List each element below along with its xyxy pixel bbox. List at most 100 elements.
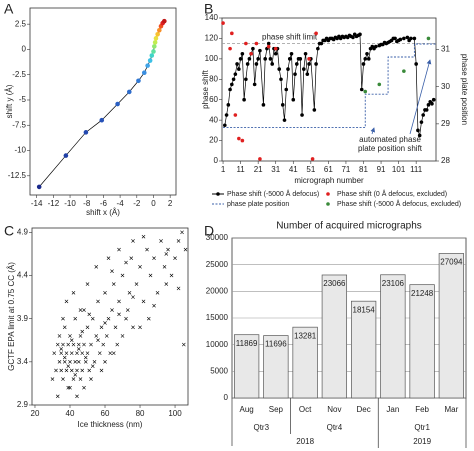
bar <box>263 335 289 399</box>
year-label: 2019 <box>413 437 431 446</box>
data-point <box>115 101 120 107</box>
data-point <box>141 299 146 304</box>
data-point <box>242 97 246 102</box>
data-point <box>99 117 105 123</box>
x-tick-label: 40 <box>66 409 75 418</box>
data-point <box>416 128 420 133</box>
data-point <box>117 247 121 252</box>
y-tick-label: 120 <box>205 34 219 43</box>
data-point <box>254 41 259 46</box>
data-point <box>398 37 403 42</box>
data-point <box>266 41 271 46</box>
y-tick-label: 40 <box>209 115 218 124</box>
data-point <box>245 62 250 66</box>
data-point <box>131 295 135 299</box>
chart-title: Number of acquired micrographs <box>276 221 422 232</box>
data-point <box>64 351 69 356</box>
x-tick-label: 111 <box>410 165 423 174</box>
panel-letter: C <box>4 223 14 239</box>
data-point <box>240 51 245 56</box>
data-point <box>169 273 174 278</box>
x-tick-label: 21 <box>254 165 263 174</box>
data-point <box>405 35 410 40</box>
data-point <box>71 290 76 295</box>
data-point <box>230 82 234 87</box>
y2-tick-label: 29 <box>441 119 450 128</box>
data-point <box>136 78 141 84</box>
data-point <box>110 269 114 273</box>
y-tick-label: 25000 <box>206 260 229 269</box>
y-tick-label: 60 <box>209 95 218 104</box>
data-point <box>228 87 232 92</box>
data-point <box>64 299 69 304</box>
y-tick-label: 10000 <box>206 340 229 349</box>
data-point <box>117 312 121 317</box>
data-point <box>138 325 142 330</box>
data-point <box>244 41 248 46</box>
data-point <box>430 102 434 106</box>
data-point <box>103 321 107 325</box>
data-point <box>173 256 177 261</box>
bar <box>292 326 318 399</box>
data-point <box>426 36 431 41</box>
data-point <box>68 360 72 364</box>
x-tick-label: -6 <box>100 199 108 208</box>
y-tick-label: -12.5 <box>8 171 27 180</box>
data-point <box>97 351 102 356</box>
data-point <box>138 265 142 269</box>
plot-frame <box>31 227 189 406</box>
data-point <box>106 316 111 321</box>
data-point <box>359 87 364 92</box>
group-label: Qtr3 <box>253 423 269 432</box>
x-tick-label: Oct <box>299 405 312 414</box>
data-point <box>233 113 238 117</box>
data-point <box>125 308 130 312</box>
panel-letter: D <box>204 223 214 239</box>
bar <box>321 274 348 399</box>
data-point <box>106 256 111 261</box>
data-point <box>263 57 267 61</box>
legend-label: Phase shift (-5000 Å defocus, excluded) <box>337 199 461 208</box>
annotation-arrow <box>409 59 432 135</box>
data-point <box>113 325 118 330</box>
data-point <box>59 347 64 351</box>
data-point <box>78 377 83 381</box>
data-point <box>66 364 71 368</box>
panel-letter: B <box>204 1 213 17</box>
data-point <box>146 316 151 321</box>
value-label: 21248 <box>411 289 434 298</box>
data-point <box>286 67 290 71</box>
data-point <box>412 36 417 41</box>
data-point <box>233 72 238 76</box>
data-point <box>111 282 116 286</box>
data-point <box>62 325 67 330</box>
year-label: 2018 <box>296 437 314 446</box>
data-point <box>63 153 69 158</box>
data-point <box>57 334 62 338</box>
x-tick-label: 51 <box>306 165 315 174</box>
data-point <box>176 286 181 291</box>
y-tick-label: 0 <box>22 45 27 54</box>
data-point <box>75 351 79 356</box>
data-point <box>73 316 78 321</box>
data-point <box>164 252 169 256</box>
data-point <box>80 368 85 373</box>
y-tick-label: -7.5 <box>12 120 26 129</box>
legend-label: Phase shift (0 Å defocus, excluded) <box>337 189 447 198</box>
x-axis-label: micrograph number <box>294 176 364 185</box>
bar <box>438 253 465 399</box>
y-tick-label: -10 <box>14 146 26 155</box>
data-point <box>366 57 371 61</box>
data-point <box>52 351 57 356</box>
data-point <box>90 364 95 368</box>
bar <box>350 300 377 399</box>
x-tick-label: Aug <box>240 405 254 414</box>
x-tick-label: 101 <box>392 165 406 174</box>
data-point <box>126 89 132 95</box>
data-point <box>252 82 257 87</box>
data-point <box>110 308 114 312</box>
data-point <box>66 342 71 347</box>
data-point <box>431 97 436 102</box>
data-point <box>414 62 418 66</box>
data-point <box>294 62 299 66</box>
